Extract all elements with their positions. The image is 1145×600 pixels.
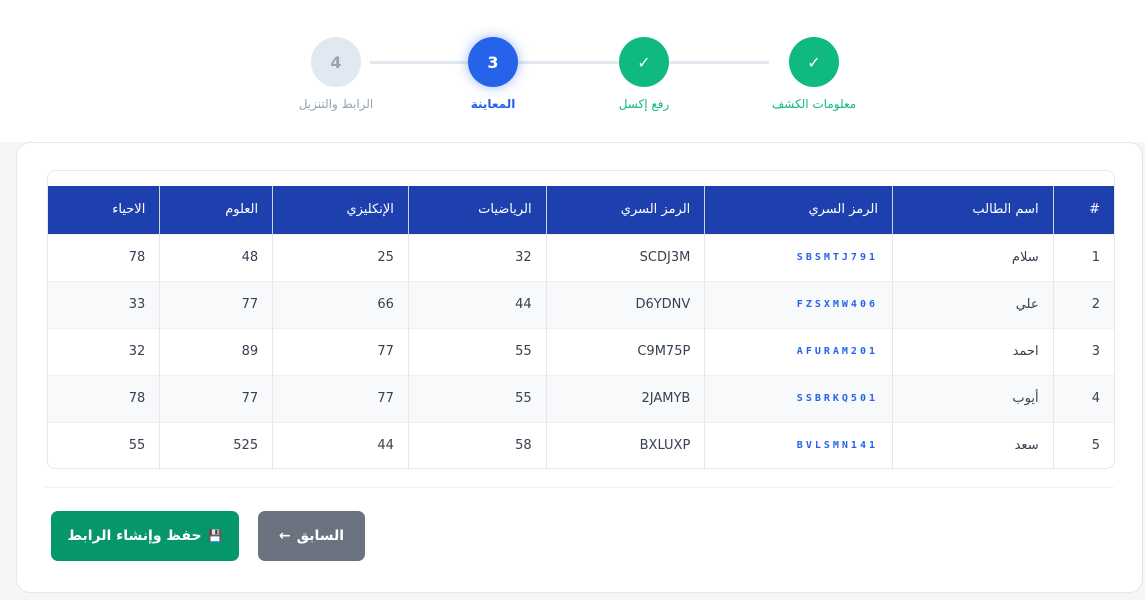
- column-header: العلوم: [159, 186, 273, 234]
- save-generate-link-button[interactable]: 💾 حفظ وإنشاء الرابط: [51, 511, 239, 561]
- table-cell: 48: [159, 233, 273, 281]
- column-header: الرمز السري: [545, 186, 705, 234]
- table-cell: سلام: [891, 233, 1054, 281]
- table-cell: 33: [48, 280, 160, 328]
- table-cell: 5: [1052, 421, 1114, 468]
- table-cell: 55: [407, 327, 547, 375]
- save-label: حفظ وإنشاء الرابط: [67, 528, 202, 544]
- step-3-label: المعاينة: [470, 97, 516, 111]
- column-header: الاحياء: [48, 186, 160, 234]
- table-cell: أيوب: [891, 374, 1054, 422]
- table-row: 5 سعد BVLSMN141 BXLUXP 58 44 525 55: [48, 421, 1114, 468]
- preview-table-wrapper: # اسم الطالب الرمز السري الرمز السري الرياضي…: [47, 170, 1115, 469]
- table-cell: 77: [159, 374, 273, 422]
- preview-table: # اسم الطالب الرمز السري الرمز السري الرياضي…: [48, 186, 1114, 468]
- column-header: الإنكليزي: [272, 186, 409, 234]
- table-cell: 32: [48, 327, 160, 375]
- table-cell: 78: [48, 374, 160, 422]
- table-cell: 32: [407, 233, 547, 281]
- table-cell: 78: [48, 233, 160, 281]
- table-cell: AFURAM201: [704, 327, 893, 375]
- table-cell: C9M75P: [545, 327, 705, 375]
- table-cell: 55: [48, 421, 160, 468]
- step-connector: [669, 61, 769, 64]
- table-cell: 77: [272, 374, 409, 422]
- table-cell: 58: [407, 421, 547, 468]
- table-cell: 77: [159, 280, 273, 328]
- column-header: #: [1052, 186, 1114, 234]
- floppy-disk-icon: 💾: [207, 529, 223, 543]
- table-cell: احمد: [891, 327, 1054, 375]
- table-cell: 77: [272, 327, 409, 375]
- table-row: 2 علي FZSXMW406 D6YDNV 44 66 77 33: [48, 280, 1114, 328]
- table-cell: 1: [1052, 233, 1114, 281]
- step-4-label: الرابط والتنزيل: [298, 97, 374, 111]
- table-cell: 55: [407, 374, 547, 422]
- table-cell: SBSMTJ791: [704, 233, 893, 281]
- column-header: الرياضيات: [407, 186, 547, 234]
- step-2-check-icon: ✓: [619, 37, 669, 87]
- step-connector: [518, 61, 620, 64]
- table-cell: 66: [272, 280, 409, 328]
- table-cell: 44: [272, 421, 409, 468]
- step-2-label: رفع إكسل: [618, 97, 670, 111]
- table-cell: BXLUXP: [545, 421, 705, 468]
- step-1-label: معلومات الكشف: [771, 97, 857, 111]
- step-connector: [370, 61, 470, 64]
- table-cell: FZSXMW406: [704, 280, 893, 328]
- column-header: الرمز السري: [704, 186, 893, 234]
- step-1-check-icon: ✓: [789, 37, 839, 87]
- table-cell: 89: [159, 327, 273, 375]
- column-header: اسم الطالب: [891, 186, 1054, 234]
- table-cell: 4: [1052, 374, 1114, 422]
- divider: [45, 487, 1114, 488]
- arrow-left-icon: ←: [278, 528, 291, 544]
- stepper: ✓ ✓ 3 4 معلومات الكشف رفع إكسل المعاينة …: [0, 0, 1145, 142]
- table-cell: D6YDNV: [545, 280, 705, 328]
- step-4-indicator: 4: [311, 37, 361, 87]
- previous-label: السابق: [296, 528, 345, 544]
- table-row: 4 أيوب SSBRKQ501 2JAMYB 55 77 77 78: [48, 374, 1114, 422]
- table-row: 1 سلام SBSMTJ791 SCDJ3M 32 25 48 78: [48, 233, 1114, 281]
- table-cell: 2JAMYB: [545, 374, 705, 422]
- table-cell: BVLSMN141: [704, 421, 893, 468]
- table-cell: 2: [1052, 280, 1114, 328]
- table-cell: علي: [891, 280, 1054, 328]
- step-3-indicator: 3: [468, 37, 518, 87]
- table-cell: SSBRKQ501: [704, 374, 893, 422]
- table-cell: 3: [1052, 327, 1114, 375]
- table-cell: SCDJ3M: [545, 233, 705, 281]
- preview-card: # اسم الطالب الرمز السري الرمز السري الرياضي…: [16, 142, 1143, 593]
- table-cell: 25: [272, 233, 409, 281]
- table-cell: 44: [407, 280, 547, 328]
- table-row: 3 احمد AFURAM201 C9M75P 55 77 89 32: [48, 327, 1114, 375]
- table-cell: 525: [159, 421, 273, 468]
- table-cell: سعد: [891, 421, 1054, 468]
- previous-button[interactable]: ← السابق: [258, 511, 365, 561]
